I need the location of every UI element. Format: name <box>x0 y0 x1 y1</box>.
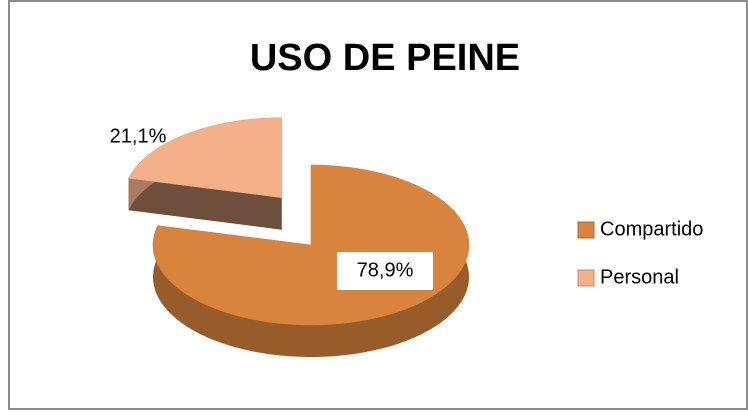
legend-label: Compartido <box>600 218 703 240</box>
label-box <box>337 252 433 290</box>
legend-swatch <box>577 221 595 239</box>
slice-wall <box>128 178 282 230</box>
slice-top <box>128 117 283 198</box>
legend-swatch <box>577 269 595 287</box>
legend-label: Personal <box>600 266 679 288</box>
chart-title: USO DE PEINE <box>250 37 520 79</box>
data-label: 78,9% <box>357 259 414 281</box>
data-label: 21,1% <box>110 125 167 147</box>
pie-slice <box>128 117 283 230</box>
